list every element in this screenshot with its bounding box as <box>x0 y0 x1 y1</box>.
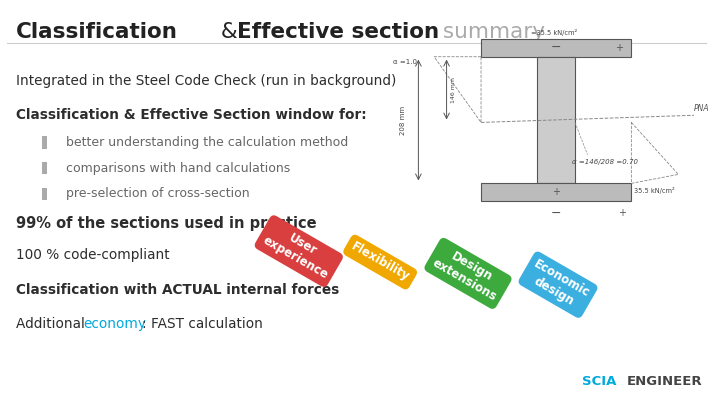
Bar <box>481 183 631 201</box>
Text: +: + <box>552 188 560 197</box>
Text: &: & <box>214 22 245 42</box>
Text: 100 % code-compliant: 100 % code-compliant <box>16 248 169 262</box>
Text: pre-selection of cross-section: pre-selection of cross-section <box>66 187 250 200</box>
Text: Economic
design: Economic design <box>524 257 592 313</box>
Text: PNA: PNA <box>694 104 710 113</box>
Text: ENGINEER: ENGINEER <box>626 375 702 388</box>
Text: 146 mm: 146 mm <box>451 77 456 102</box>
Text: 35.5 kN/cm²: 35.5 kN/cm² <box>634 187 675 194</box>
Text: Effective section: Effective section <box>237 22 439 42</box>
Text: −: − <box>551 41 562 54</box>
Bar <box>537 57 575 183</box>
Text: α =1.0: α =1.0 <box>393 59 418 65</box>
FancyBboxPatch shape <box>42 162 47 174</box>
Text: =35.5 kN/cm²: =35.5 kN/cm² <box>531 29 577 36</box>
Text: Classification & Effective Section window for:: Classification & Effective Section windo… <box>16 109 366 122</box>
Text: Additional: Additional <box>16 317 89 331</box>
Text: 208 mm: 208 mm <box>400 105 406 134</box>
Text: better understanding the calculation method: better understanding the calculation met… <box>66 136 348 149</box>
Bar <box>481 39 631 57</box>
Text: summary: summary <box>436 22 544 42</box>
Text: SCIA: SCIA <box>582 375 616 388</box>
Text: +: + <box>615 43 623 53</box>
FancyBboxPatch shape <box>42 188 47 200</box>
Text: Flexibility: Flexibility <box>348 240 412 284</box>
Text: Integrated in the Steel Code Check (run in background): Integrated in the Steel Code Check (run … <box>16 74 396 88</box>
Text: −: − <box>551 207 562 220</box>
Text: Classification: Classification <box>16 22 178 42</box>
Text: User
experience: User experience <box>260 221 338 281</box>
Text: economy: economy <box>83 317 145 331</box>
FancyBboxPatch shape <box>42 136 47 149</box>
Text: 99% of the sections used in practice: 99% of the sections used in practice <box>16 216 317 231</box>
Text: : FAST calculation: : FAST calculation <box>142 317 263 331</box>
Text: +: + <box>618 208 626 218</box>
Text: Design
extensions: Design extensions <box>430 243 506 303</box>
Text: Classification with ACTUAL internal forces: Classification with ACTUAL internal forc… <box>16 283 339 296</box>
Text: α =146/208 =0.70: α =146/208 =0.70 <box>572 159 638 165</box>
Text: comparisons with hand calculations: comparisons with hand calculations <box>66 162 290 175</box>
